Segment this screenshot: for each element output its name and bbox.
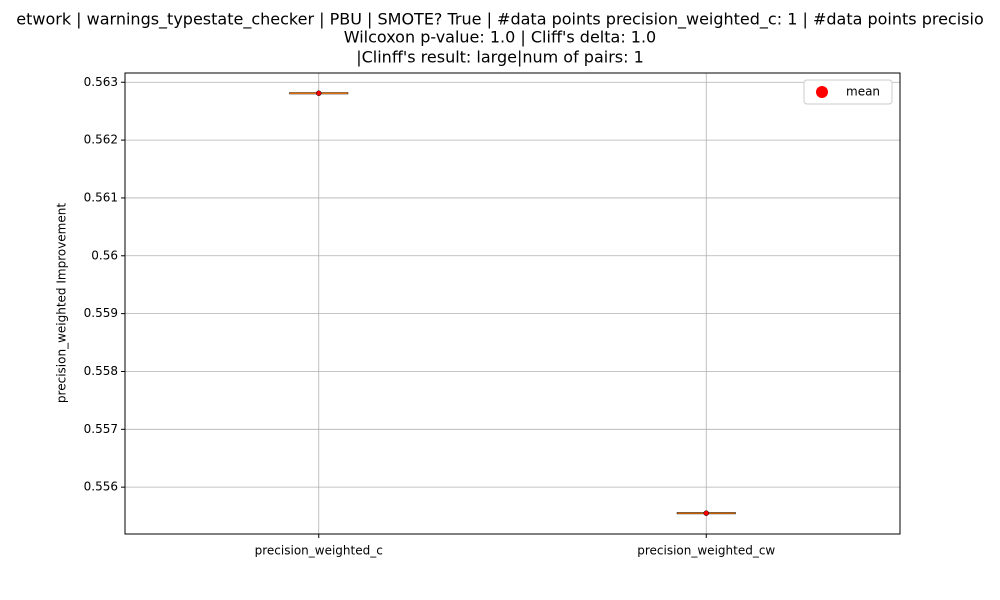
chart-title: |Clinff's result: large|num of pairs: 1 xyxy=(356,48,644,67)
legend-box xyxy=(803,79,893,105)
y-tick-label: 0.556 xyxy=(84,480,118,494)
y-tick-label: 0.561 xyxy=(84,190,118,204)
legend-label: mean xyxy=(846,85,880,99)
y-tick-label: 0.563 xyxy=(84,75,118,89)
mean-marker xyxy=(703,510,709,516)
x-tick-label: precision_weighted_cw xyxy=(637,544,775,558)
chart-title: Wilcoxon p-value: 1.0 | Cliff's delta: 1… xyxy=(344,28,656,47)
y-tick-label: 0.559 xyxy=(84,306,118,320)
y-tick-label: 0.557 xyxy=(84,422,118,436)
mean-marker xyxy=(316,90,322,96)
chart-title: etwork | warnings_typestate_checker | PB… xyxy=(16,10,984,30)
legend-marker xyxy=(816,86,828,98)
y-axis-label: precision_weighted Improvement xyxy=(55,203,69,403)
y-tick-label: 0.562 xyxy=(84,133,118,147)
plot-frame xyxy=(124,72,901,535)
y-tick-label: 0.558 xyxy=(84,364,118,378)
y-tick-label: 0.56 xyxy=(91,248,118,262)
x-tick-label: precision_weighted_c xyxy=(255,544,383,558)
